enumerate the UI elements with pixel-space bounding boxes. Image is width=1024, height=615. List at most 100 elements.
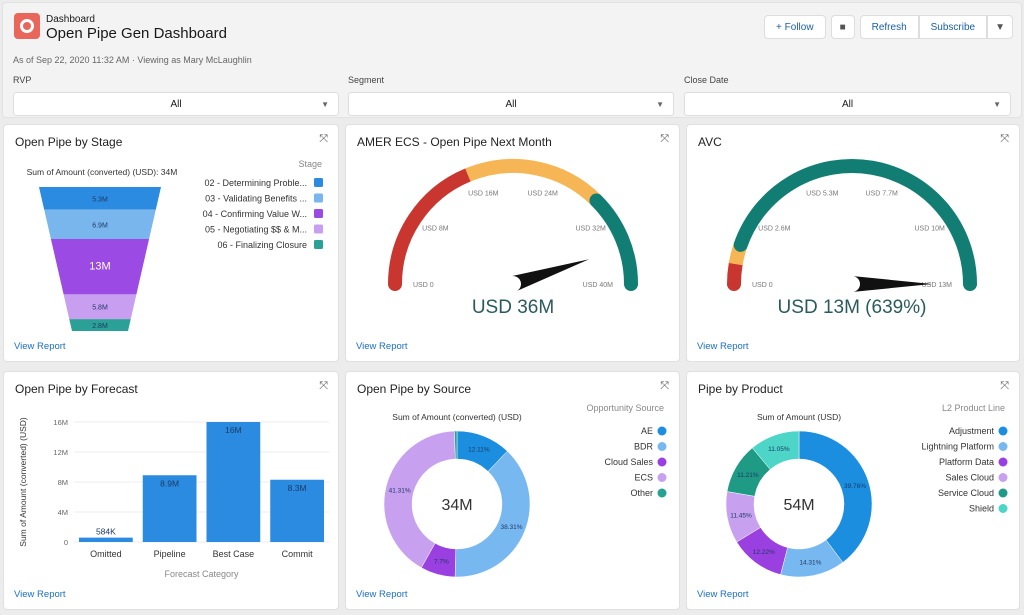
chart-amer-ecs-gauge: USD 0 USD 8M USD 16M USD 24M USD 32M USD 40M U… — [388, 159, 638, 318]
legend-swatch — [314, 224, 323, 234]
x-tick-label: Omitted — [90, 549, 122, 559]
collaborate-button[interactable]: ■ — [830, 15, 855, 39]
gauge-tick-label: USD 0 — [752, 282, 773, 289]
card-amer-ecs-gauge: AMER ECS - Open Pipe Next Month ⤧ View R… — [345, 124, 680, 362]
chart-pipe-by-product: Sum of Amount (USD) 39.76% 14.31% 12.22% 11.… — [725, 403, 1008, 578]
funnel-segment — [44, 209, 156, 239]
gauge-value: USD 36M — [472, 297, 554, 318]
expand-icon[interactable]: ⤧ — [660, 380, 669, 392]
legend-swatch — [657, 457, 667, 467]
gauge-band — [733, 159, 977, 291]
legend-swatch — [998, 473, 1008, 482]
view-report-link[interactable]: View Report — [356, 589, 408, 600]
gauge-needle — [510, 259, 590, 292]
legend-swatch — [657, 488, 667, 498]
gauge-tick-label: USD 2.6M — [758, 226, 790, 233]
y-tick-label: 8M — [58, 478, 68, 487]
slice-label: 11.05% — [768, 446, 790, 453]
legend-item: Adjustment — [949, 426, 995, 436]
filter-value: All — [505, 98, 517, 110]
funnel-segment — [63, 294, 137, 320]
gauge-tick-label: USD 8M — [422, 226, 449, 233]
expand-icon[interactable]: ⤧ — [319, 380, 328, 392]
legend-swatch — [998, 426, 1008, 436]
gauge-band — [388, 167, 475, 291]
card-title: Open Pipe by Source — [357, 382, 472, 396]
legend-swatch — [314, 193, 323, 203]
breadcrumb[interactable]: Dashboard — [46, 14, 95, 25]
dashboard-icon — [14, 13, 40, 39]
donut-slice — [383, 430, 456, 569]
chart-subtitle: Sum of Amount (USD) — [757, 412, 841, 422]
legend-title: Opportunity Source — [586, 403, 664, 413]
follow-button[interactable]: + Follow — [764, 15, 826, 39]
funnel-segment — [39, 187, 161, 210]
legend-item: 06 - Finalizing Closure — [217, 240, 307, 250]
card-title: Open Pipe by Stage — [15, 135, 123, 149]
card-title: Pipe by Product — [698, 382, 783, 396]
slice-label: 12.22% — [753, 549, 775, 556]
more-actions-button[interactable]: ▼ — [987, 15, 1013, 39]
page-title: Open Pipe Gen Dashboard — [46, 25, 227, 42]
gauge-tick-label: USD 10M — [914, 226, 945, 233]
chart-subtitle: Sum of Amount (converted) (USD): 34M — [27, 167, 178, 177]
filter-label-segment: Segment — [348, 75, 385, 85]
funnel-label: 13M — [89, 261, 110, 273]
filter-rvp[interactable]: All ▼ — [13, 92, 339, 116]
x-axis-label: Forecast Category — [164, 569, 239, 579]
slice-label: 12.11% — [468, 447, 490, 454]
expand-icon[interactable]: ⤧ — [319, 133, 328, 145]
view-report-link[interactable]: View Report — [697, 341, 749, 352]
chart-open-pipe-by-source: Sum of Amount (converted) (USD) 12.11% 38.… — [383, 403, 667, 578]
view-report-link[interactable]: View Report — [697, 589, 749, 600]
filter-label-close-date: Close Date — [684, 75, 729, 85]
card-open-pipe-by-stage: Open Pipe by Stage ⤧ View Report Sum of A… — [3, 124, 339, 362]
chevron-down-icon: ▼ — [656, 99, 664, 109]
filter-segment[interactable]: All ▼ — [348, 92, 674, 116]
y-tick-label: 12M — [53, 448, 68, 457]
expand-icon[interactable]: ⤧ — [660, 133, 669, 145]
slice-label: 11.21% — [737, 472, 759, 479]
bar — [206, 422, 261, 542]
funnel-label: 6.9M — [92, 222, 108, 229]
legend-swatch — [998, 504, 1008, 513]
donut-center-total: 54M — [783, 497, 814, 514]
legend-item: AE — [641, 426, 653, 436]
gauge-tick-label: USD 5.3M — [806, 191, 838, 198]
donut-slice — [454, 430, 458, 460]
refresh-button[interactable]: Refresh — [859, 15, 919, 39]
y-axis-label: Sum of Amount (converted) (USD) — [18, 417, 28, 547]
legend-item: Service Cloud — [938, 488, 994, 498]
legend-swatch — [657, 426, 667, 436]
chart-open-pipe-by-stage: Sum of Amount (converted) (USD): 34M 5.3M… — [27, 159, 323, 331]
bar — [142, 475, 197, 542]
x-tick-label: Best Case — [213, 549, 255, 559]
bar-label: 8.3M — [288, 483, 307, 493]
bar-label: 584K — [96, 527, 116, 537]
slice-label: 38.31% — [500, 524, 522, 531]
legend-item: BDR — [634, 442, 654, 452]
bar — [270, 479, 324, 542]
slice-label: 41.31% — [389, 488, 411, 495]
expand-icon[interactable]: ⤧ — [1000, 133, 1009, 145]
bar-label: 16M — [225, 425, 242, 435]
legend-swatch — [998, 442, 1008, 451]
legend-title: Stage — [298, 159, 322, 169]
chart-open-pipe-by-forecast: 0 4M 8M 12M 16M 584K Omitted 8.9M Pipeline 16M Bes… — [18, 417, 329, 579]
y-tick-label: 0 — [64, 538, 68, 547]
view-report-link[interactable]: View Report — [356, 341, 408, 352]
funnel-label: 5.3M — [92, 196, 108, 203]
donut-center-total: 34M — [441, 497, 472, 514]
view-report-link[interactable]: View Report — [14, 341, 66, 352]
expand-icon[interactable]: ⤧ — [1000, 380, 1009, 392]
view-report-link[interactable]: View Report — [14, 589, 66, 600]
filter-close-date[interactable]: All ▼ — [684, 92, 1011, 116]
legend-item: Shield — [969, 504, 994, 514]
legend-item: Cloud Sales — [604, 457, 653, 467]
subscribe-button[interactable]: Subscribe — [918, 15, 988, 39]
gauge-tick-label: USD 40M — [583, 282, 614, 289]
y-tick-label: 4M — [58, 508, 68, 517]
legend-swatch — [657, 473, 667, 482]
bar — [79, 537, 133, 542]
legend-item: Sales Cloud — [945, 473, 994, 483]
